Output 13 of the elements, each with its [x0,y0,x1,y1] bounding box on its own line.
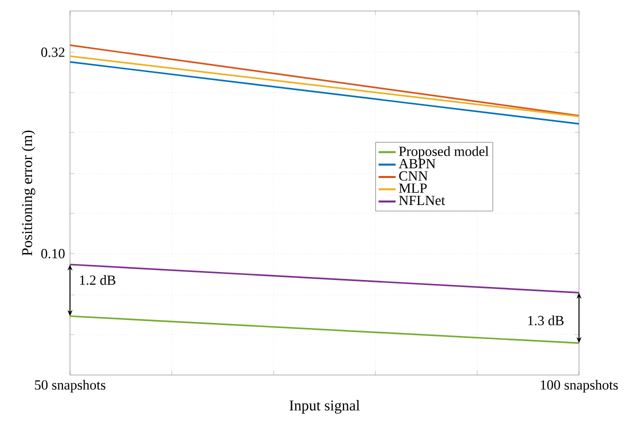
legend-label: NFLNet [399,196,445,206]
x-tick-label: 50 snapshots [34,380,106,392]
legend-label: Proposed model [399,146,489,159]
annotation: 1.3 dB [528,315,564,326]
legend-label: ABPN [398,158,436,168]
y-tick-label: 0.10 [41,248,65,258]
legend-label: CNN [399,171,428,181]
y-axis-title: Positioning error (m) [22,130,36,256]
annotation: 1.2 dB [80,275,116,285]
x-tick-label: 100 snapshots [540,380,618,392]
legend-label: MLP [399,184,427,193]
x-axis-title: Input signal [290,400,360,414]
y-tick-label: 0.32 [41,48,64,58]
